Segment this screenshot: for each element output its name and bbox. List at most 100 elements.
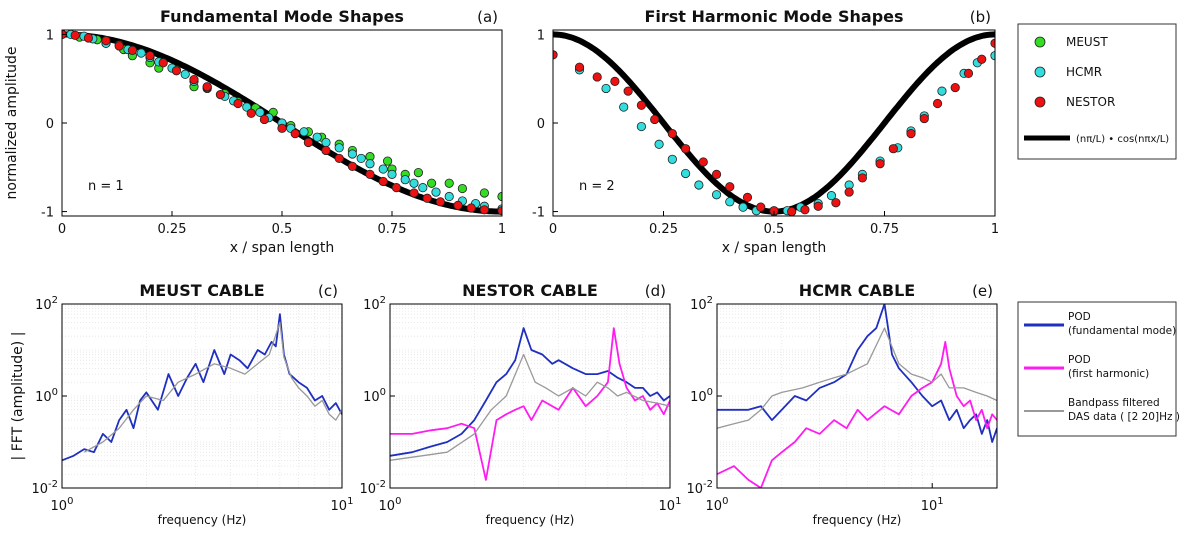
legend-label-das-2: DAS data ( [2 20]Hz ): [1068, 411, 1180, 423]
point-nestor: [290, 129, 300, 139]
point-meust: [413, 168, 423, 178]
point-hcmr: [418, 183, 428, 193]
point-nestor: [391, 183, 401, 193]
point-hcmr: [725, 197, 735, 207]
series-hcmr: [62, 30, 502, 214]
plot-area: [717, 304, 997, 488]
point-nestor: [189, 75, 199, 85]
legend-label-pod-fundamental-2: (fundamental mode): [1068, 325, 1176, 337]
point-nestor: [756, 202, 766, 212]
point-hcmr: [680, 168, 691, 179]
mode-annotation: n = 2: [579, 179, 615, 194]
point-nestor: [592, 72, 602, 82]
point-meust: [426, 178, 437, 188]
point-nestor: [698, 157, 708, 167]
chart-title: First Harmonic Mode Shapes: [644, 7, 903, 26]
x-tick-label: 100: [51, 496, 74, 514]
point-nestor: [857, 173, 868, 183]
point-hcmr: [321, 137, 331, 148]
point-hcmr: [431, 187, 441, 197]
y-tick-label: 10-2: [686, 479, 713, 497]
point-hcmr: [826, 191, 837, 201]
point-nestor: [277, 123, 287, 133]
point-nestor: [453, 200, 463, 210]
point-nestor: [466, 203, 476, 213]
series-pod_harm: [390, 327, 670, 481]
series-meust: [62, 30, 502, 202]
legend-label-das-1: Bandpass filtered: [1068, 397, 1160, 409]
y-tick-label: 1: [46, 28, 54, 43]
plot-area: [390, 327, 670, 481]
series-nestor: [553, 38, 995, 216]
x-tick-label: 0.5: [764, 222, 785, 237]
mode-annotation: n = 1: [88, 179, 124, 194]
point-nestor: [650, 114, 660, 125]
point-nestor: [963, 68, 974, 79]
point-nestor: [574, 62, 585, 72]
point-nestor: [422, 193, 432, 203]
point-hcmr: [667, 154, 677, 164]
legend-spectra: POD (fundamental mode) POD (first harmon…: [1017, 301, 1180, 437]
point-nestor: [977, 54, 987, 64]
point-nestor: [101, 36, 111, 46]
x-tick-label: 0: [549, 222, 557, 237]
y-tick-label: 1: [537, 28, 545, 43]
point-nestor: [623, 86, 633, 96]
point-hcmr: [136, 48, 146, 58]
chart-title: Fundamental Mode Shapes: [160, 7, 404, 26]
series-pod_fund: [390, 327, 670, 457]
grid: [389, 304, 671, 489]
point-hcmr: [937, 86, 947, 96]
point-nestor: [667, 129, 677, 139]
point-hcmr: [299, 127, 309, 137]
y-axis-label: normalized amplitude: [4, 47, 20, 200]
point-meust: [382, 156, 393, 166]
legend-marker-hcmr: [1034, 66, 1046, 78]
point-nestor: [919, 113, 929, 124]
x-tick-label: 0.25: [649, 222, 678, 237]
point-nestor: [202, 82, 212, 92]
legend-label-theory: (nπ/L) • cos(nπx/L): [1076, 134, 1169, 145]
axes-frame: [61, 29, 503, 217]
chart-title: MEUST CABLE: [139, 281, 264, 300]
point-nestor: [742, 192, 753, 202]
x-axis-label: x / span length: [722, 240, 827, 256]
legend-label-pod-fundamental-1: POD: [1068, 311, 1091, 323]
y-tick-label: -1: [532, 206, 545, 221]
x-tick-label: 0.75: [378, 222, 407, 237]
series-hcmr: [553, 50, 995, 216]
point-nestor: [950, 82, 960, 93]
x-tick-label: 1: [498, 222, 506, 237]
y-tick-label: 100: [690, 387, 713, 405]
chart-panel-a: 0 0.25 0.5 0.75 1 -1 0 1 n = 1 Fundamental Mode S…: [4, 7, 506, 256]
x-axis-label: x / span length: [230, 240, 335, 256]
plot-area: [553, 31, 995, 216]
point-hcmr: [400, 175, 410, 185]
point-hcmr: [444, 191, 454, 202]
point-nestor: [158, 58, 168, 68]
point-nestor: [831, 198, 841, 208]
legend-marker-nestor: [1034, 96, 1046, 108]
legend-label-hcmr: HCMR: [1066, 65, 1102, 79]
point-nestor: [378, 176, 388, 187]
point-hcmr: [601, 83, 611, 94]
series-pod_fund: [717, 304, 997, 443]
point-nestor: [215, 90, 225, 100]
plot-area: [62, 313, 342, 462]
theory-curve: [553, 31, 995, 215]
point-nestor: [303, 137, 313, 148]
x-tick-label: 1: [991, 222, 999, 237]
axes-frame: [389, 303, 671, 489]
y-tick-label: 0: [537, 117, 545, 132]
point-nestor: [553, 50, 558, 60]
panel-label: (e): [972, 282, 993, 300]
y-tick-label: 100: [35, 387, 58, 405]
point-hcmr: [365, 159, 375, 169]
x-tick-label: 101: [659, 496, 682, 514]
point-nestor: [127, 45, 137, 55]
panel-label: (d): [645, 282, 666, 300]
y-tick-label: 10-2: [359, 479, 386, 497]
